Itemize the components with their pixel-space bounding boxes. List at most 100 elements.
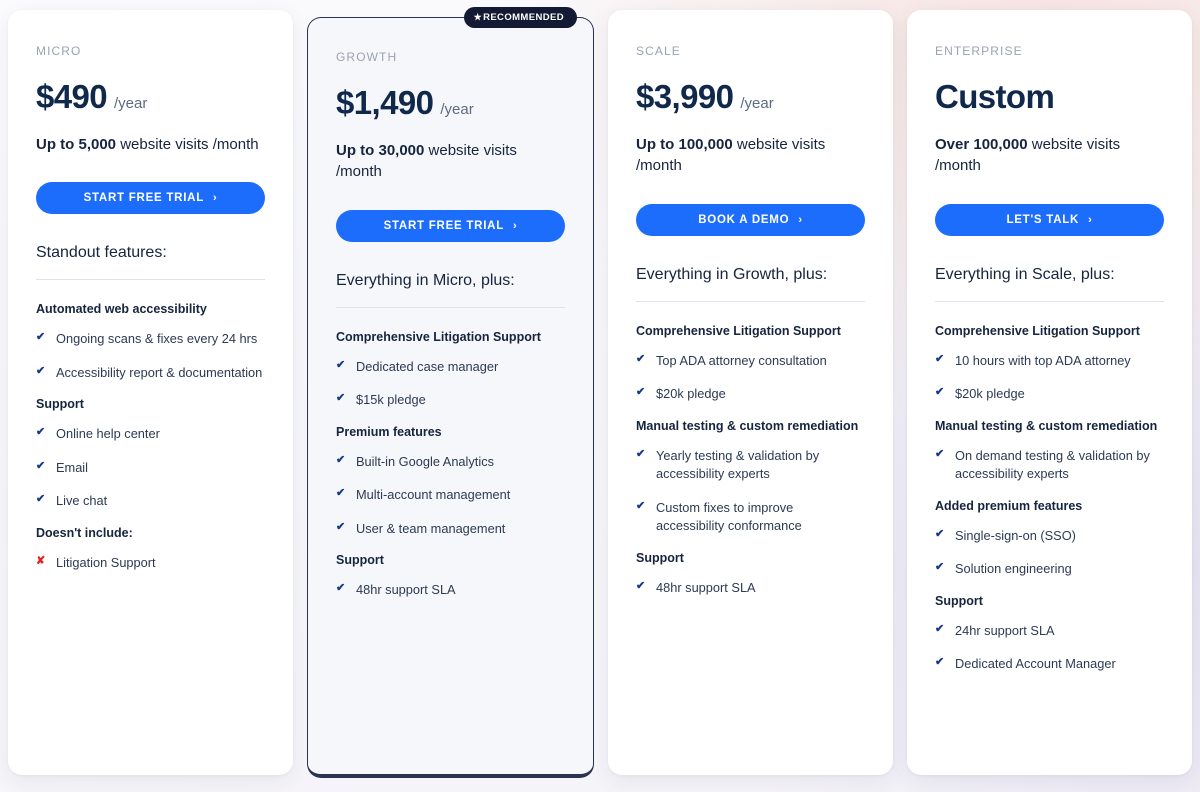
feature-item-label: Online help center — [56, 426, 160, 442]
check-icon: ✔ — [935, 352, 945, 365]
check-icon: ✔ — [636, 579, 646, 592]
feature-item-label: 24hr support SLA — [955, 622, 1055, 638]
feature-item: ✔ $20k pledge — [636, 385, 865, 404]
plan-price: $490/year — [36, 80, 265, 113]
plan-price: Custom — [935, 80, 1164, 113]
plan-cta-button[interactable]: BOOK A DEMO › — [636, 203, 865, 236]
feature-group-heading: Support — [636, 550, 684, 565]
plan-price: $3,990/year — [636, 80, 865, 113]
check-icon: ✔ — [336, 358, 346, 371]
feature-item-label: Custom fixes to improve accessibility co… — [656, 499, 802, 534]
feature-item: ✔ Email — [36, 459, 265, 478]
plan-visits-limit: Over 100,000 — [935, 136, 1028, 153]
section-divider — [36, 279, 265, 281]
section-divider — [636, 300, 865, 302]
plan-cta-button[interactable]: START FREE TRIAL › — [36, 182, 265, 215]
feature-group: Comprehensive Litigation Support ✔ Dedicat… — [336, 330, 565, 410]
check-icon: ✔ — [36, 331, 46, 344]
feature-item-label: Solution engineering — [955, 561, 1072, 577]
feature-item: ✔ 48hr support SLA — [636, 579, 865, 598]
plan-tier-name: MICRO — [36, 44, 82, 58]
feature-group: Automated web accessibility ✔ Ongoing scan… — [36, 302, 265, 382]
section-divider — [935, 300, 1164, 302]
plan-price: $1,490/year — [336, 86, 565, 119]
feature-group: Support ✔ 48hr support SLA — [336, 553, 565, 600]
plan-price-amount: $3,990 — [636, 78, 734, 115]
pricing-card: ENTERPRISE Custom Over 100,000 website vis… — [907, 10, 1192, 775]
cross-icon: ✘ — [36, 555, 46, 568]
feature-item: ✔ Built-in Google Analytics — [336, 453, 565, 472]
plan-visits-allowance: Up to 5,000 website visits /month — [36, 134, 265, 155]
pricing-card: SCALE $3,990/year Up to 100,000 website vi… — [608, 10, 893, 775]
recommended-badge-label: RECOMMENDED — [483, 12, 564, 23]
feature-item: ✔ 24hr support SLA — [935, 622, 1164, 641]
feature-group-heading: Comprehensive Litigation Support — [935, 323, 1140, 338]
plan-cta-button[interactable]: LET'S TALK › — [935, 203, 1164, 236]
feature-item-label: 48hr support SLA — [656, 579, 756, 595]
feature-group: Added premium features ✔ Single-sign-on (S… — [935, 499, 1164, 579]
feature-group-heading: Premium features — [336, 424, 442, 439]
plan-visits-unit: website visits /month — [336, 142, 517, 181]
feature-item: ✔ Yearly testing & validation by accessib… — [636, 447, 865, 484]
plan-tier-name: SCALE — [636, 44, 681, 58]
check-icon: ✔ — [36, 364, 46, 377]
check-icon: ✔ — [935, 656, 945, 669]
feature-item-label: $20k pledge — [955, 386, 1025, 402]
check-icon: ✔ — [336, 520, 346, 533]
check-icon: ✔ — [636, 499, 646, 512]
feature-item: ✔ User & team management — [336, 520, 565, 539]
pricing-card: ★ RECOMMENDED GROWTH $1,490/year Up to 30,00… — [307, 7, 594, 778]
feature-item-label: Accessibility report & documentation — [56, 364, 263, 380]
feature-group-heading: Support — [336, 553, 384, 568]
check-icon: ✔ — [636, 352, 646, 365]
plan-tier-name: ENTERPRISE — [935, 44, 1023, 58]
check-icon: ✔ — [636, 447, 646, 460]
plan-price-period: /year — [740, 95, 774, 112]
feature-item-label: User & team management — [356, 520, 506, 536]
plan-visits-allowance: Up to 30,000 website visits /month — [336, 140, 565, 183]
check-icon: ✔ — [935, 561, 945, 574]
feature-group: Comprehensive Litigation Support ✔ Top ADA… — [636, 324, 865, 404]
feature-item: ✔ Accessibility report & documentation — [36, 364, 265, 383]
plan-cta-label: START FREE TRIAL — [383, 219, 504, 232]
plan-price-period: /year — [114, 95, 148, 112]
star-icon: ★ — [473, 12, 483, 22]
check-icon: ✔ — [36, 459, 46, 472]
recommended-badge: ★ RECOMMENDED — [463, 7, 577, 28]
feature-item: ✔ Top ADA attorney consultation — [636, 352, 865, 371]
feature-item-label: Multi-account management — [356, 487, 511, 503]
feature-item: ✔ On demand testing & validation by acces… — [935, 447, 1164, 484]
feature-group-heading: Automated web accessibility — [36, 302, 207, 317]
check-icon: ✔ — [336, 487, 346, 500]
feature-item-label: Dedicated case manager — [356, 358, 499, 374]
feature-item: ✔ Online help center — [36, 425, 265, 444]
plan-cta-button[interactable]: START FREE TRIAL › — [336, 209, 565, 242]
feature-group-heading: Comprehensive Litigation Support — [636, 323, 841, 338]
feature-item-label: Built-in Google Analytics — [356, 453, 494, 469]
feature-group-heading: Comprehensive Litigation Support — [336, 329, 541, 344]
feature-item-label: 10 hours with top ADA attorney — [955, 352, 1131, 368]
check-icon: ✔ — [935, 386, 945, 399]
feature-item-label: $20k pledge — [656, 386, 726, 402]
feature-item-label: Dedicated Account Manager — [955, 656, 1116, 672]
feature-group-heading: Support — [36, 397, 84, 412]
feature-group: Manual testing & custom remediation ✔ On d… — [935, 419, 1164, 484]
chevron-right-icon: › — [1088, 213, 1093, 226]
check-icon: ✔ — [935, 622, 945, 635]
feature-item: ✔ Multi-account management — [336, 486, 565, 505]
plan-features-title: Everything in Growth, plus: — [636, 265, 828, 283]
feature-item-label: Ongoing scans & fixes every 24 hrs — [56, 331, 258, 347]
check-icon: ✔ — [935, 447, 945, 460]
section-divider — [336, 306, 565, 308]
plan-visits-limit: Up to 5,000 — [36, 136, 117, 153]
feature-item: ✔ 48hr support SLA — [336, 581, 565, 600]
check-icon: ✔ — [336, 453, 346, 466]
plan-visits-allowance: Up to 100,000 website visits /month — [636, 134, 865, 177]
feature-group-heading: Added premium features — [935, 498, 1083, 513]
feature-item: ✔ Ongoing scans & fixes every 24 hrs — [36, 330, 265, 349]
feature-group: Support ✔ 48hr support SLA — [636, 551, 865, 598]
plan-visits-limit: Up to 100,000 — [636, 136, 733, 153]
feature-group-heading: Manual testing & custom remediation — [636, 418, 859, 433]
feature-item-label: Email — [56, 459, 88, 475]
plan-features-title: Everything in Micro, plus: — [336, 271, 515, 289]
